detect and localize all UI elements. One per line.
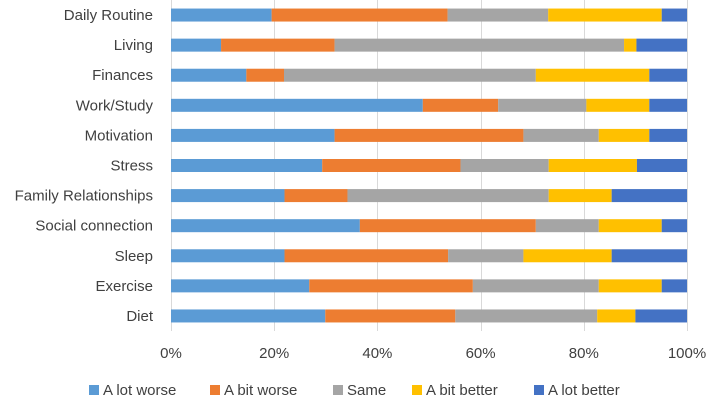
- category-label: Living: [114, 37, 153, 54]
- x-tick-label: 80%: [569, 345, 599, 362]
- bar-segment: [171, 68, 247, 82]
- x-tick-label: 40%: [362, 345, 392, 362]
- bar-segment: [597, 309, 636, 323]
- bar-segment: [334, 128, 524, 142]
- category-label: Daily Routine: [64, 7, 153, 24]
- bar-segment: [171, 249, 285, 263]
- bar-segment: [271, 8, 448, 22]
- category-label: Exercise: [95, 278, 153, 295]
- x-tick-label: 100%: [668, 345, 706, 362]
- x-tick-labels: 0% 20% 40% 60% 80% 100%: [160, 345, 706, 362]
- bar-segment: [611, 249, 687, 263]
- legend-label: A lot worse: [103, 382, 176, 399]
- category-label: Finances: [92, 67, 153, 84]
- legend-label: A bit worse: [224, 382, 297, 399]
- bar-segment: [171, 128, 335, 142]
- category-label: Work/Study: [76, 97, 154, 114]
- bar-segment: [472, 279, 599, 293]
- bar-segment: [624, 38, 637, 52]
- x-tick-label: 60%: [466, 345, 496, 362]
- bar-segment: [535, 219, 599, 233]
- bar-segment: [635, 309, 687, 323]
- category-labels: Daily Routine Living Finances Work/Study Mot…: [15, 7, 154, 325]
- bar-segment: [598, 219, 662, 233]
- bar-segment: [649, 68, 687, 82]
- category-label: Social connection: [35, 218, 153, 235]
- bar-segment: [548, 189, 612, 203]
- bar-segment: [548, 159, 637, 172]
- bar-segment: [334, 38, 625, 52]
- bar-segment: [636, 38, 687, 52]
- bar-segment: [598, 279, 662, 293]
- bar-segment: [548, 8, 662, 22]
- category-label: Stress: [110, 158, 153, 175]
- bar-segment: [284, 68, 536, 82]
- bar-segment: [347, 189, 549, 203]
- bar-segment: [309, 279, 473, 293]
- category-label: Motivation: [85, 127, 153, 144]
- bar-segment: [611, 189, 687, 203]
- bar-segment: [171, 98, 423, 112]
- category-label: Sleep: [115, 248, 153, 265]
- bar-segment: [636, 159, 687, 172]
- bar-segment: [460, 159, 549, 172]
- bar-segment: [171, 159, 323, 172]
- bar-segment: [498, 98, 587, 112]
- bar-segment: [535, 68, 650, 82]
- bars: [171, 8, 687, 323]
- legend-label: A bit better: [426, 382, 498, 399]
- bar-segment: [171, 219, 360, 233]
- legend-swatch: [412, 385, 422, 395]
- bar-segment: [246, 68, 285, 82]
- bar-segment: [523, 249, 612, 263]
- bar-segment: [448, 249, 524, 263]
- legend-label: A lot better: [548, 382, 620, 399]
- bar-segment: [171, 38, 222, 52]
- bar-segment: [586, 98, 650, 112]
- bar-segment: [447, 8, 549, 22]
- bar-segment: [322, 159, 461, 172]
- category-label: Family Relationships: [15, 188, 153, 205]
- legend-swatch: [89, 385, 99, 395]
- bar-segment: [422, 98, 499, 112]
- bar-segment: [598, 128, 650, 142]
- legend-label: Same: [347, 382, 386, 399]
- category-label: Diet: [126, 308, 154, 325]
- bar-segment: [661, 8, 687, 22]
- bar-segment: [455, 309, 598, 323]
- bar-segment: [649, 98, 687, 112]
- bar-segment: [661, 279, 687, 293]
- bar-segment: [325, 309, 456, 323]
- bar-segment: [649, 128, 687, 142]
- bar-segment: [171, 309, 326, 323]
- bar-segment: [171, 279, 310, 293]
- bar-segment: [171, 189, 285, 203]
- x-tick-label: 20%: [259, 345, 289, 362]
- legend-swatch: [210, 385, 220, 395]
- bar-segment: [523, 128, 599, 142]
- bar-segment: [661, 219, 687, 233]
- legend: A lot worse A bit worse Same A bit better A …: [89, 382, 620, 399]
- bar-segment: [359, 219, 536, 233]
- legend-swatch: [333, 385, 343, 395]
- bar-segment: [284, 189, 348, 203]
- legend-swatch: [534, 385, 544, 395]
- x-tick-label: 0%: [160, 345, 182, 362]
- bar-segment: [171, 8, 272, 22]
- bar-segment: [221, 38, 335, 52]
- bar-segment: [284, 249, 449, 263]
